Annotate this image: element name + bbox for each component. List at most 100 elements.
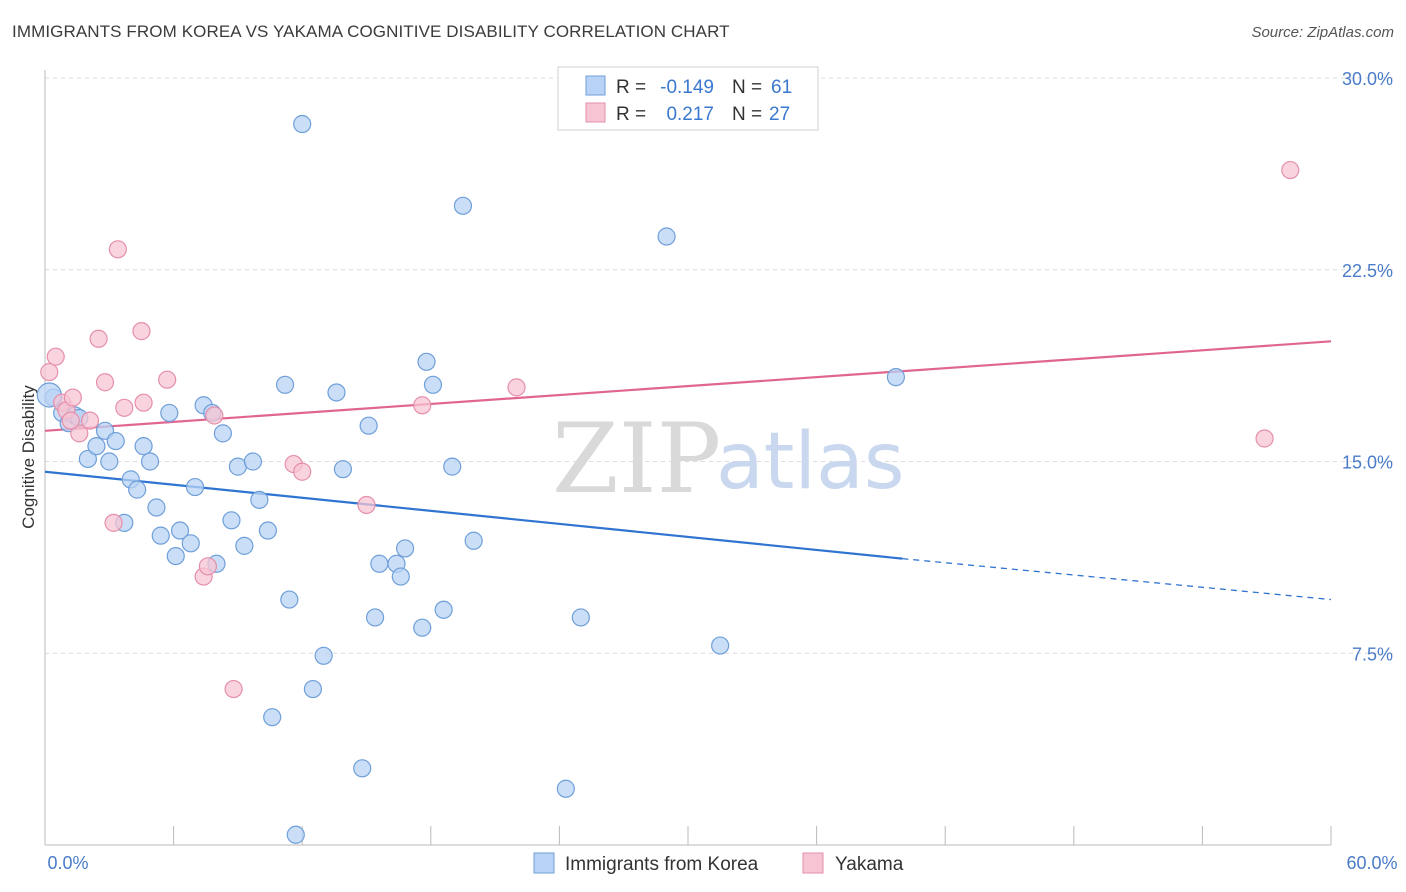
- point-blue: [353, 759, 372, 778]
- point-pink: [40, 362, 59, 382]
- y-tick-label: 30.0%: [1342, 69, 1393, 89]
- point-pink: [80, 411, 100, 430]
- trend-line-pink: [44, 340, 1332, 432]
- point-pink: [205, 406, 224, 425]
- point-pink: [413, 396, 432, 415]
- legend-n-label-2: N =: [732, 104, 762, 125]
- point-pink: [1255, 429, 1274, 448]
- point-blue: [243, 452, 263, 471]
- trend-line-extension-blue: [902, 558, 1332, 601]
- x-tick-label-min: 0.0%: [47, 853, 88, 873]
- point-blue: [263, 708, 282, 727]
- point-blue: [128, 480, 147, 499]
- point-blue: [370, 554, 389, 573]
- point-blue: [213, 424, 232, 443]
- point-blue: [314, 646, 333, 665]
- gridlines: [45, 77, 1393, 654]
- point-blue: [222, 511, 241, 530]
- legend-r-value-1: -0.149: [660, 77, 714, 98]
- point-blue: [423, 375, 443, 394]
- point-blue: [443, 457, 462, 476]
- point-blue: [417, 352, 436, 371]
- point-blue: [78, 449, 97, 469]
- watermark-atlas: atlas: [716, 417, 905, 507]
- y-axis-title: Cognitive Disability: [19, 385, 38, 529]
- bottom-legend-swatch-pink: [802, 852, 824, 874]
- point-blue: [303, 679, 323, 699]
- data-points: [36, 114, 1300, 844]
- point-blue: [185, 477, 205, 497]
- point-blue: [258, 521, 278, 540]
- point-blue: [87, 437, 106, 456]
- legend-r-label-2: R =: [616, 104, 646, 125]
- point-pink: [134, 393, 153, 412]
- y-tick-label: 15.0%: [1342, 453, 1393, 473]
- legend-n-label-1: N =: [732, 77, 762, 98]
- point-blue: [391, 567, 410, 586]
- point-blue: [359, 416, 378, 435]
- point-pink: [95, 373, 115, 392]
- legend-swatch-blue: [585, 75, 606, 96]
- legend-r-value-2: 0.217: [666, 104, 714, 125]
- watermark-zip: ZIP: [552, 403, 721, 515]
- point-pink: [46, 347, 65, 366]
- point-pink: [132, 322, 151, 341]
- point-pink: [293, 462, 312, 481]
- legend-n-value-2: 27: [769, 104, 790, 125]
- x-ticks: [44, 826, 1332, 845]
- point-blue: [166, 546, 185, 566]
- point-blue: [235, 536, 254, 555]
- point-blue: [711, 636, 730, 655]
- bottom-legend-label-yakama: Yakama: [835, 854, 904, 875]
- point-blue: [571, 608, 590, 627]
- point-blue: [134, 437, 153, 456]
- point-pink: [357, 495, 376, 515]
- y-tick-label: 7.5%: [1352, 644, 1393, 664]
- point-pink: [104, 513, 123, 532]
- point-blue: [413, 618, 432, 637]
- bottom-legend-swatch-blue: [533, 852, 555, 874]
- point-pink: [61, 411, 80, 430]
- point-pink: [158, 370, 177, 389]
- chart-source: Source: ZipAtlas.com: [1251, 24, 1394, 41]
- bottom-legend: Immigrants from Korea Yakama: [533, 852, 904, 875]
- point-blue: [395, 539, 415, 558]
- point-blue: [556, 779, 575, 798]
- point-blue: [365, 608, 385, 627]
- point-pink: [1281, 160, 1300, 180]
- point-pink: [507, 378, 526, 397]
- y-tick-labels: 7.5% 15.0% 22.5% 30.0%: [1342, 69, 1393, 664]
- point-pink: [63, 388, 82, 407]
- point-blue: [453, 196, 473, 215]
- point-blue: [434, 600, 453, 619]
- point-blue: [250, 490, 269, 509]
- point-blue: [147, 498, 166, 517]
- point-blue: [160, 403, 179, 423]
- point-blue: [886, 368, 906, 387]
- point-blue: [275, 375, 295, 394]
- point-blue: [140, 452, 160, 471]
- point-pink: [70, 424, 89, 443]
- point-pink: [198, 557, 217, 576]
- point-blue: [106, 431, 125, 451]
- point-blue: [464, 531, 483, 550]
- point-blue: [280, 590, 299, 609]
- legend-box: R = -0.149 N = 61 R = 0.217 N = 27: [557, 66, 819, 131]
- watermark: ZIP atlas: [552, 403, 905, 515]
- x-tick-label-max: 60.0%: [1346, 853, 1397, 873]
- point-pink: [108, 240, 127, 259]
- point-blue: [170, 521, 190, 540]
- point-blue: [657, 227, 676, 246]
- bottom-legend-label-korea: Immigrants from Korea: [565, 854, 759, 875]
- y-tick-label: 22.5%: [1342, 261, 1393, 281]
- point-blue: [286, 825, 305, 844]
- legend-r-label-1: R =: [616, 77, 646, 98]
- point-blue: [100, 452, 119, 471]
- legend-n-value-1: 61: [771, 77, 792, 98]
- point-pink: [115, 398, 134, 417]
- legend-swatch-pink: [585, 102, 606, 123]
- point-blue: [181, 534, 200, 553]
- point-blue: [333, 460, 353, 479]
